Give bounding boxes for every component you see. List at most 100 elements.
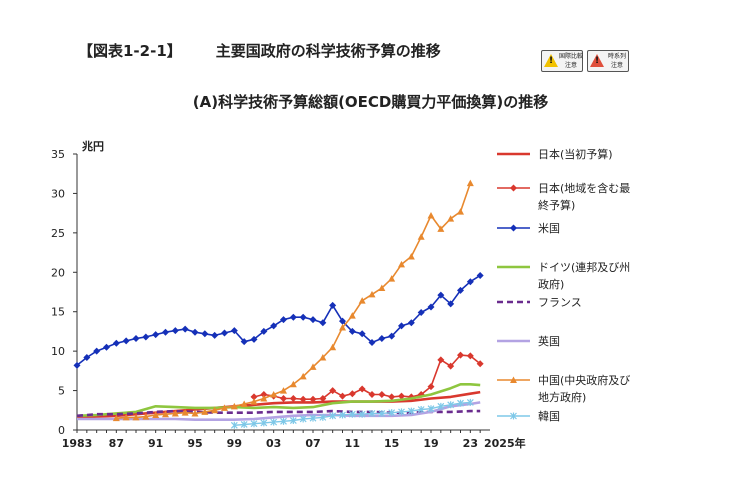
series-point-7 (447, 401, 455, 409)
series-point-6 (260, 394, 268, 402)
y-tick-label: 35 (51, 148, 65, 161)
legend-label-7: 韓国 (538, 410, 560, 423)
y-tick-label: 5 (58, 385, 65, 398)
warning-mark: ! (595, 56, 600, 66)
series-point-7 (427, 405, 435, 413)
series-point-6 (437, 225, 445, 232)
series-point-1 (398, 392, 405, 400)
series-point-6 (191, 409, 199, 417)
series-point-2 (358, 330, 366, 338)
series-point-6 (211, 406, 219, 414)
series-point-7 (319, 413, 327, 421)
figure-title-row: 【図表1-2-1】 主要国政府の科学技術予算の推移 (78, 40, 441, 61)
series-point-6 (358, 297, 366, 304)
series-point-1 (299, 395, 307, 403)
legend-label-4: フランス (538, 296, 582, 309)
x-tick-label: 1983 (62, 437, 93, 450)
series-point-2 (250, 335, 258, 343)
series-point-7 (260, 419, 268, 427)
series-point-7 (407, 407, 415, 415)
series-point-2 (112, 339, 120, 347)
series-point-6 (309, 363, 317, 370)
series-line-1 (253, 354, 481, 401)
series-point-1 (378, 391, 386, 399)
series-point-2 (417, 309, 425, 317)
series-point-6 (378, 284, 386, 292)
series-point-2 (240, 338, 248, 346)
series-point-6 (132, 413, 140, 421)
series-point-2 (191, 328, 199, 336)
series-point-2 (230, 327, 238, 335)
series-point-7 (368, 409, 376, 417)
series-point-7 (388, 409, 396, 417)
series-point-1 (348, 390, 356, 398)
x-tick-label: 19 (423, 437, 438, 450)
series-point-2 (73, 361, 81, 369)
series-point-7 (280, 417, 287, 425)
series-point-6 (201, 408, 209, 415)
series-point-2 (162, 328, 169, 336)
time-series-caution-badge: ! 時系列注意 (587, 50, 629, 72)
series-point-1 (476, 360, 484, 368)
series-point-7 (339, 411, 346, 419)
series-point-1 (457, 351, 464, 359)
series-point-7 (417, 405, 425, 413)
legend-label-0: 日本(当初予算) (538, 147, 613, 161)
series-point-6 (398, 260, 405, 268)
y-tick-label: 20 (51, 266, 65, 279)
series-point-2 (398, 322, 405, 330)
series-point-7 (358, 410, 366, 418)
series-point-1 (319, 394, 327, 402)
x-tick-label: 03 (266, 437, 281, 450)
series-point-6 (181, 409, 189, 416)
legend-marker-7 (510, 412, 517, 420)
series-point-2 (447, 300, 455, 308)
series-point-2 (211, 331, 219, 339)
chart-subtitle: (A)科学技術予算総額(OECD購買力平価換算)の推移 (192, 93, 549, 111)
series-point-2 (437, 291, 445, 299)
series-point-2 (181, 325, 189, 333)
series-point-1 (329, 387, 337, 395)
series-point-2 (201, 330, 209, 338)
series-point-2 (319, 319, 327, 327)
series-point-2 (309, 316, 317, 324)
series-point-7 (398, 408, 405, 416)
series-point-6 (142, 413, 150, 420)
series-point-7 (270, 418, 278, 426)
y-tick-label: 10 (51, 345, 65, 358)
series-point-2 (171, 327, 179, 335)
series-point-7 (437, 402, 445, 410)
x-tick-label: 15 (384, 437, 399, 450)
series-point-2 (348, 327, 356, 335)
series-point-1 (280, 394, 287, 402)
series-point-6 (280, 387, 287, 394)
series-point-6 (319, 353, 327, 361)
series-point-7 (378, 409, 386, 417)
series-point-6 (221, 404, 228, 411)
series-point-6 (339, 323, 346, 331)
series-point-2 (388, 332, 396, 340)
series-point-2 (299, 313, 307, 321)
series-point-2 (83, 353, 91, 361)
series-point-2 (476, 271, 484, 279)
legend-marker-1 (510, 184, 517, 192)
series-point-6 (112, 414, 120, 422)
series-point-6 (388, 275, 396, 282)
legend-label-6: 中国(中央政府及び地方政府) (538, 373, 630, 404)
series-line-2 (76, 274, 481, 366)
series-point-2 (427, 303, 435, 311)
series-point-1 (358, 385, 366, 393)
series-point-7 (230, 421, 238, 429)
series-point-2 (378, 335, 386, 343)
series-point-2 (270, 322, 278, 330)
badge-label-line1: 時系列 (607, 53, 626, 60)
warning-icon (590, 54, 604, 67)
series-point-2 (260, 327, 268, 335)
x-tick-label: 87 (109, 437, 124, 450)
badge-label-line2: 注意 (610, 62, 623, 69)
series-point-7 (329, 412, 337, 420)
series-point-7 (348, 410, 356, 418)
series-point-7 (289, 417, 297, 425)
series-point-2 (407, 319, 415, 327)
series-point-1 (437, 356, 445, 364)
